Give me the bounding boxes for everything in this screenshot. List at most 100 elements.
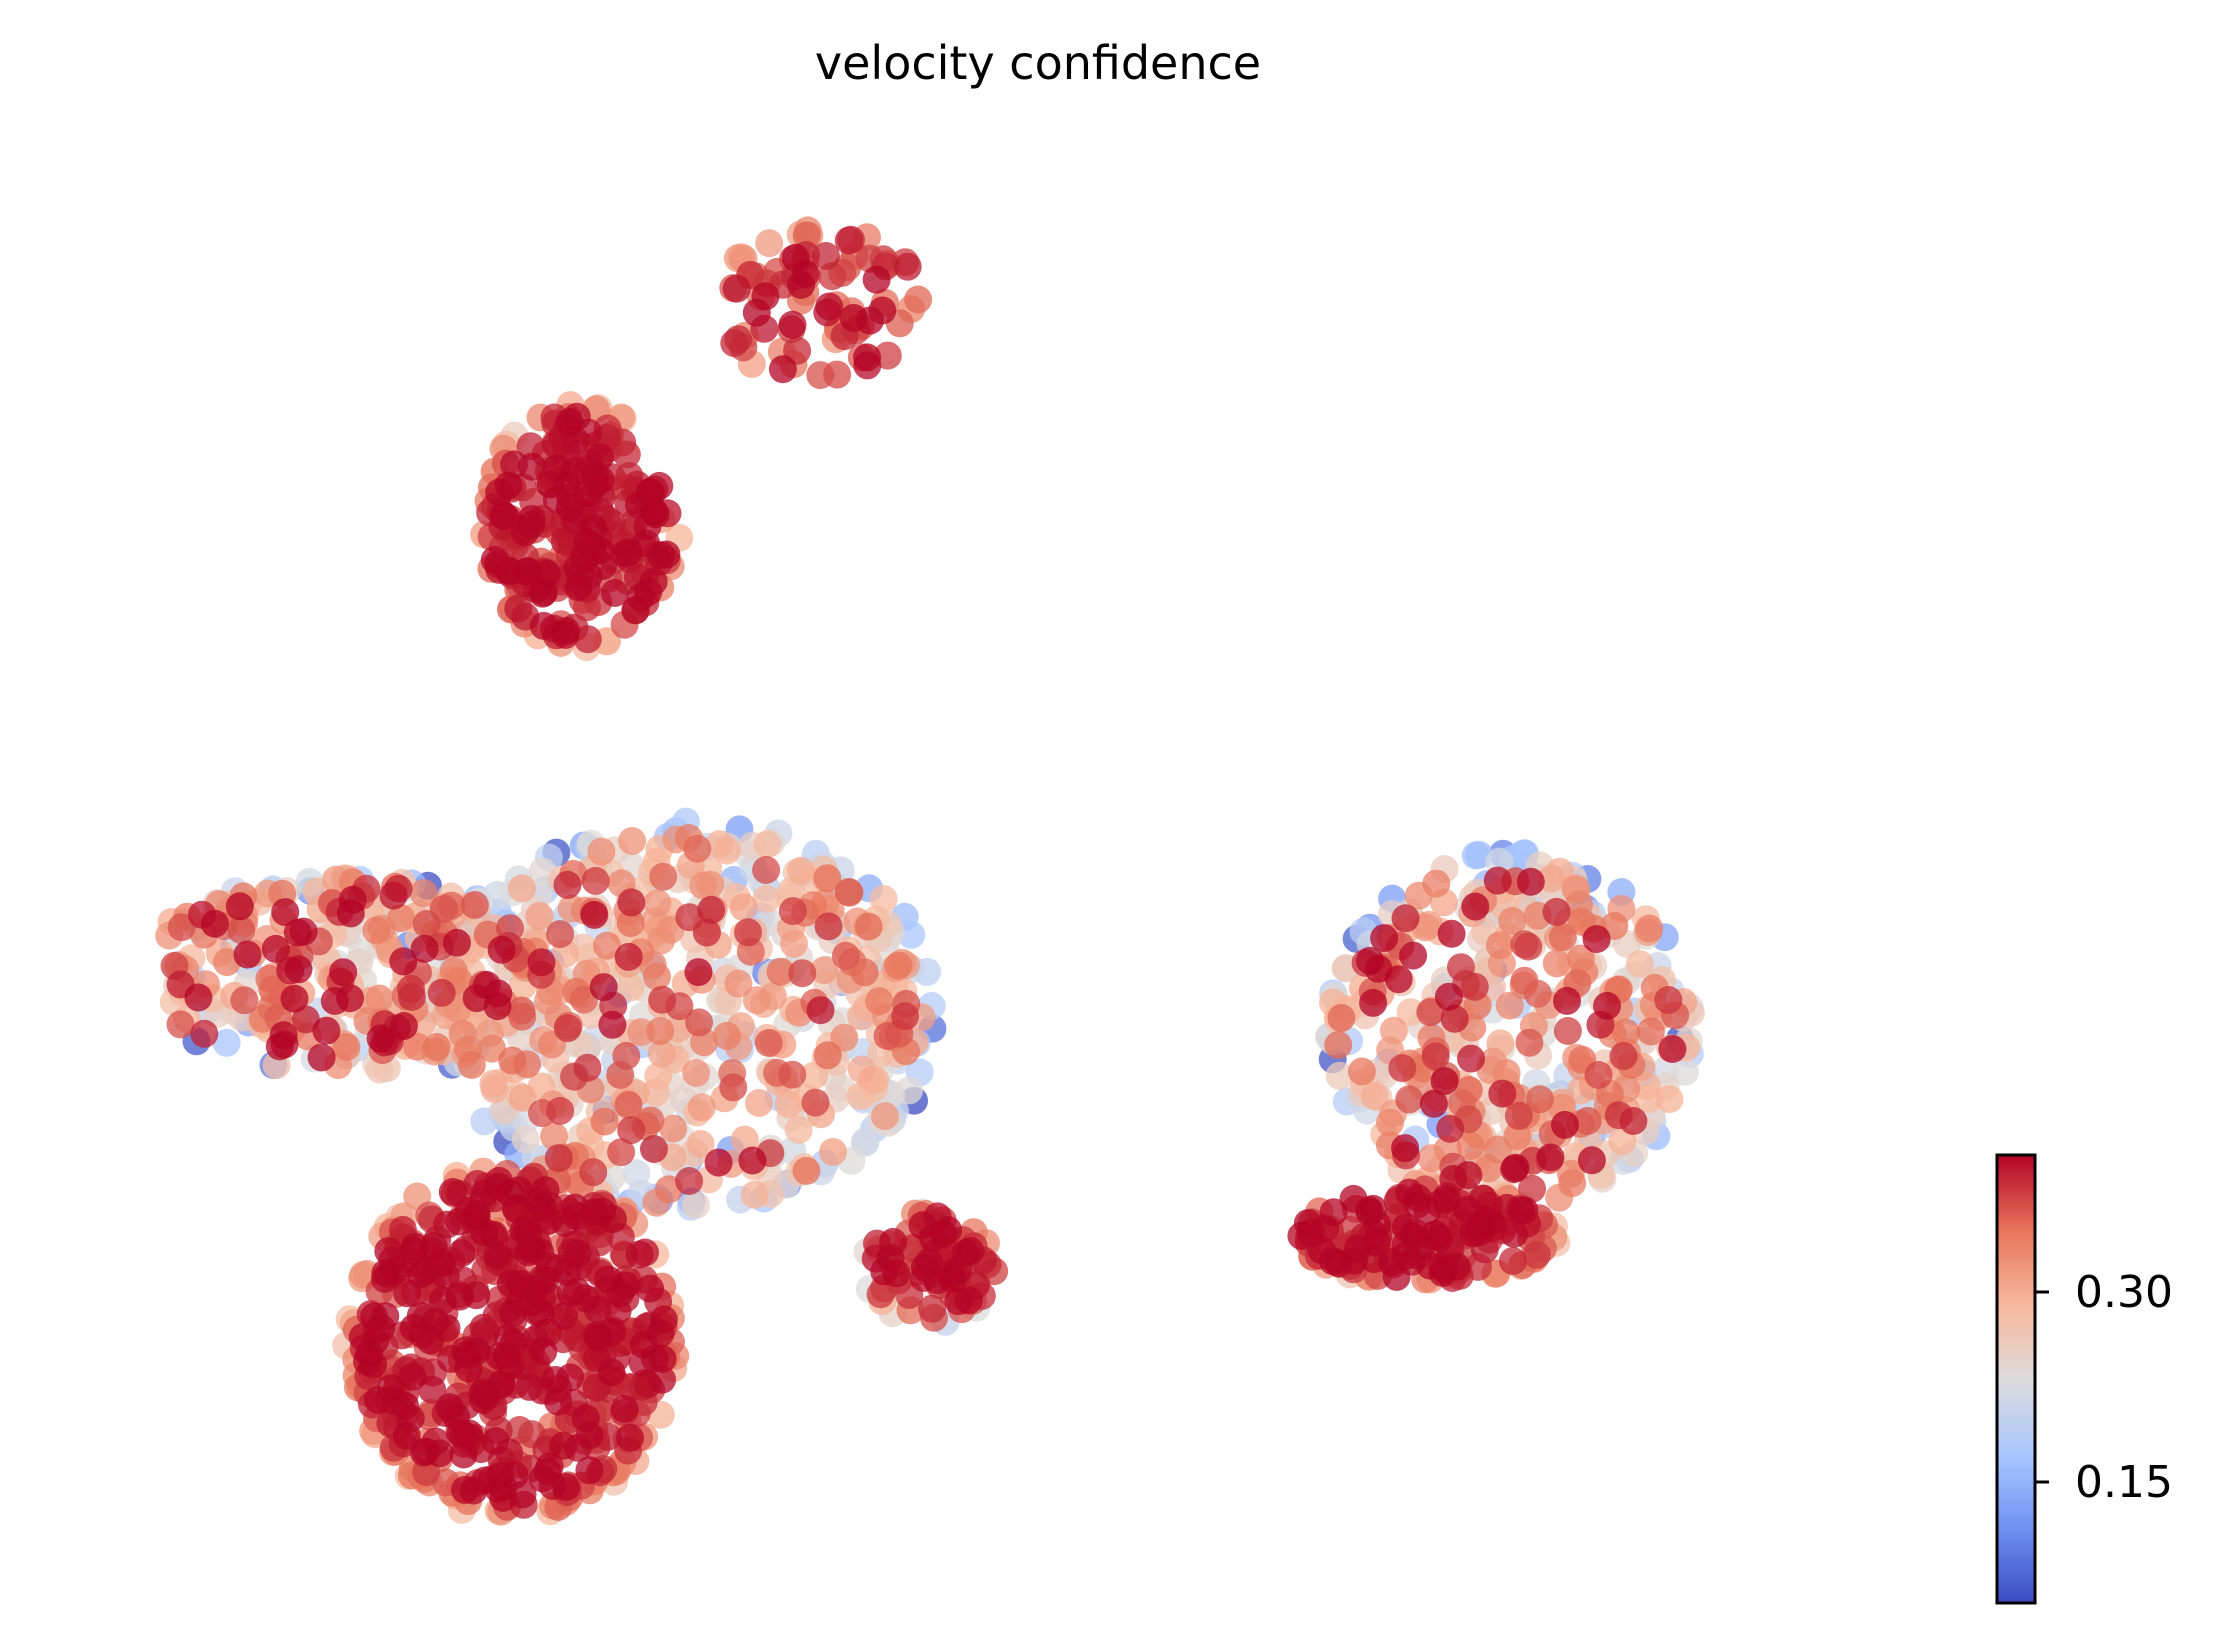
data-point [412,910,441,938]
data-point [329,958,358,987]
data-point [332,1033,361,1061]
data-point [525,902,554,931]
data-point [1655,1085,1684,1114]
data-point [788,959,817,988]
data-point [1434,982,1463,1011]
data-point [581,461,610,490]
data-point [646,1017,675,1046]
data-point [792,1156,821,1185]
data-point [1419,1089,1448,1118]
data-point [449,1440,478,1469]
data-point [600,579,629,607]
data-point [635,478,664,507]
data-point [1388,1054,1417,1083]
data-point [556,1363,585,1392]
data-point [442,1402,471,1431]
data-point [687,1093,716,1122]
data-point [610,1394,639,1423]
data-point [616,909,645,938]
data-point [598,1010,627,1039]
data-point [284,955,313,984]
data-point [587,837,616,866]
data-point [1500,1219,1529,1248]
data-point [1460,972,1489,1001]
data-point [261,934,290,963]
data-point [729,893,758,922]
data-point [581,866,610,895]
data-point [705,830,734,859]
data-point [470,1218,499,1247]
data-point [389,947,418,976]
data-point [854,912,883,941]
data-point [647,1039,676,1068]
data-point [618,827,647,855]
data-point [811,242,840,270]
data-point [409,879,438,908]
data-point [644,1062,673,1091]
data-point [1421,1220,1450,1249]
data-point [166,1010,195,1039]
data-point [1548,923,1577,952]
data-point [1488,1079,1517,1108]
data-point [1360,1082,1389,1111]
data-point [1516,867,1545,896]
data-point [1454,1161,1483,1190]
data-point [1356,946,1384,975]
data-point [1404,1241,1432,1270]
data-point [908,1211,937,1240]
data-point [1498,1247,1527,1275]
data-point [1483,1135,1512,1164]
data-point [320,987,349,1015]
data-point [612,440,641,469]
data-point [1551,1110,1579,1139]
data-point [800,1061,829,1090]
data-point [1466,1209,1495,1238]
data-point [550,527,579,556]
data-point [484,979,513,1008]
data-point [184,983,213,1012]
data-point [167,913,196,942]
data-point [498,1298,527,1327]
data-point [1416,998,1445,1027]
data-point [1436,1114,1465,1143]
data-point [850,958,879,987]
data-point [529,611,558,640]
data-point [487,935,516,964]
data-point [778,310,807,339]
data-point [1422,869,1451,898]
data-point [258,975,287,1004]
data-point [752,885,781,913]
data-point [438,1178,467,1206]
data-point [1339,1184,1368,1213]
colorbar-gradient [1995,1153,2037,1605]
data-point [371,1302,400,1331]
data-point [1399,941,1428,970]
data-point [550,1302,578,1330]
data-point [806,996,835,1025]
data-point [508,1480,537,1509]
data-point [508,1083,537,1112]
data-point [1347,1057,1376,1086]
data-point [639,1135,668,1163]
data-point [490,501,519,530]
data-point [1515,1028,1544,1057]
data-point [1625,950,1654,979]
data-point [636,1274,665,1303]
data-point [1503,1122,1532,1151]
data-point [589,551,618,580]
data-point [616,973,645,1002]
data-point [755,229,784,258]
colorbar-tick-label-015: 0.15 [2075,1457,2173,1508]
data-point [505,1416,534,1444]
data-point [422,1033,451,1061]
data-point [891,1002,920,1031]
data-point [485,1342,514,1371]
data-point [362,916,391,945]
data-point [280,984,309,1013]
data-point [389,1012,418,1040]
data-point [526,1299,555,1327]
data-point [897,920,926,949]
data-point [754,1029,783,1057]
scatter-points [155,216,1705,1526]
data-point [1461,892,1490,921]
